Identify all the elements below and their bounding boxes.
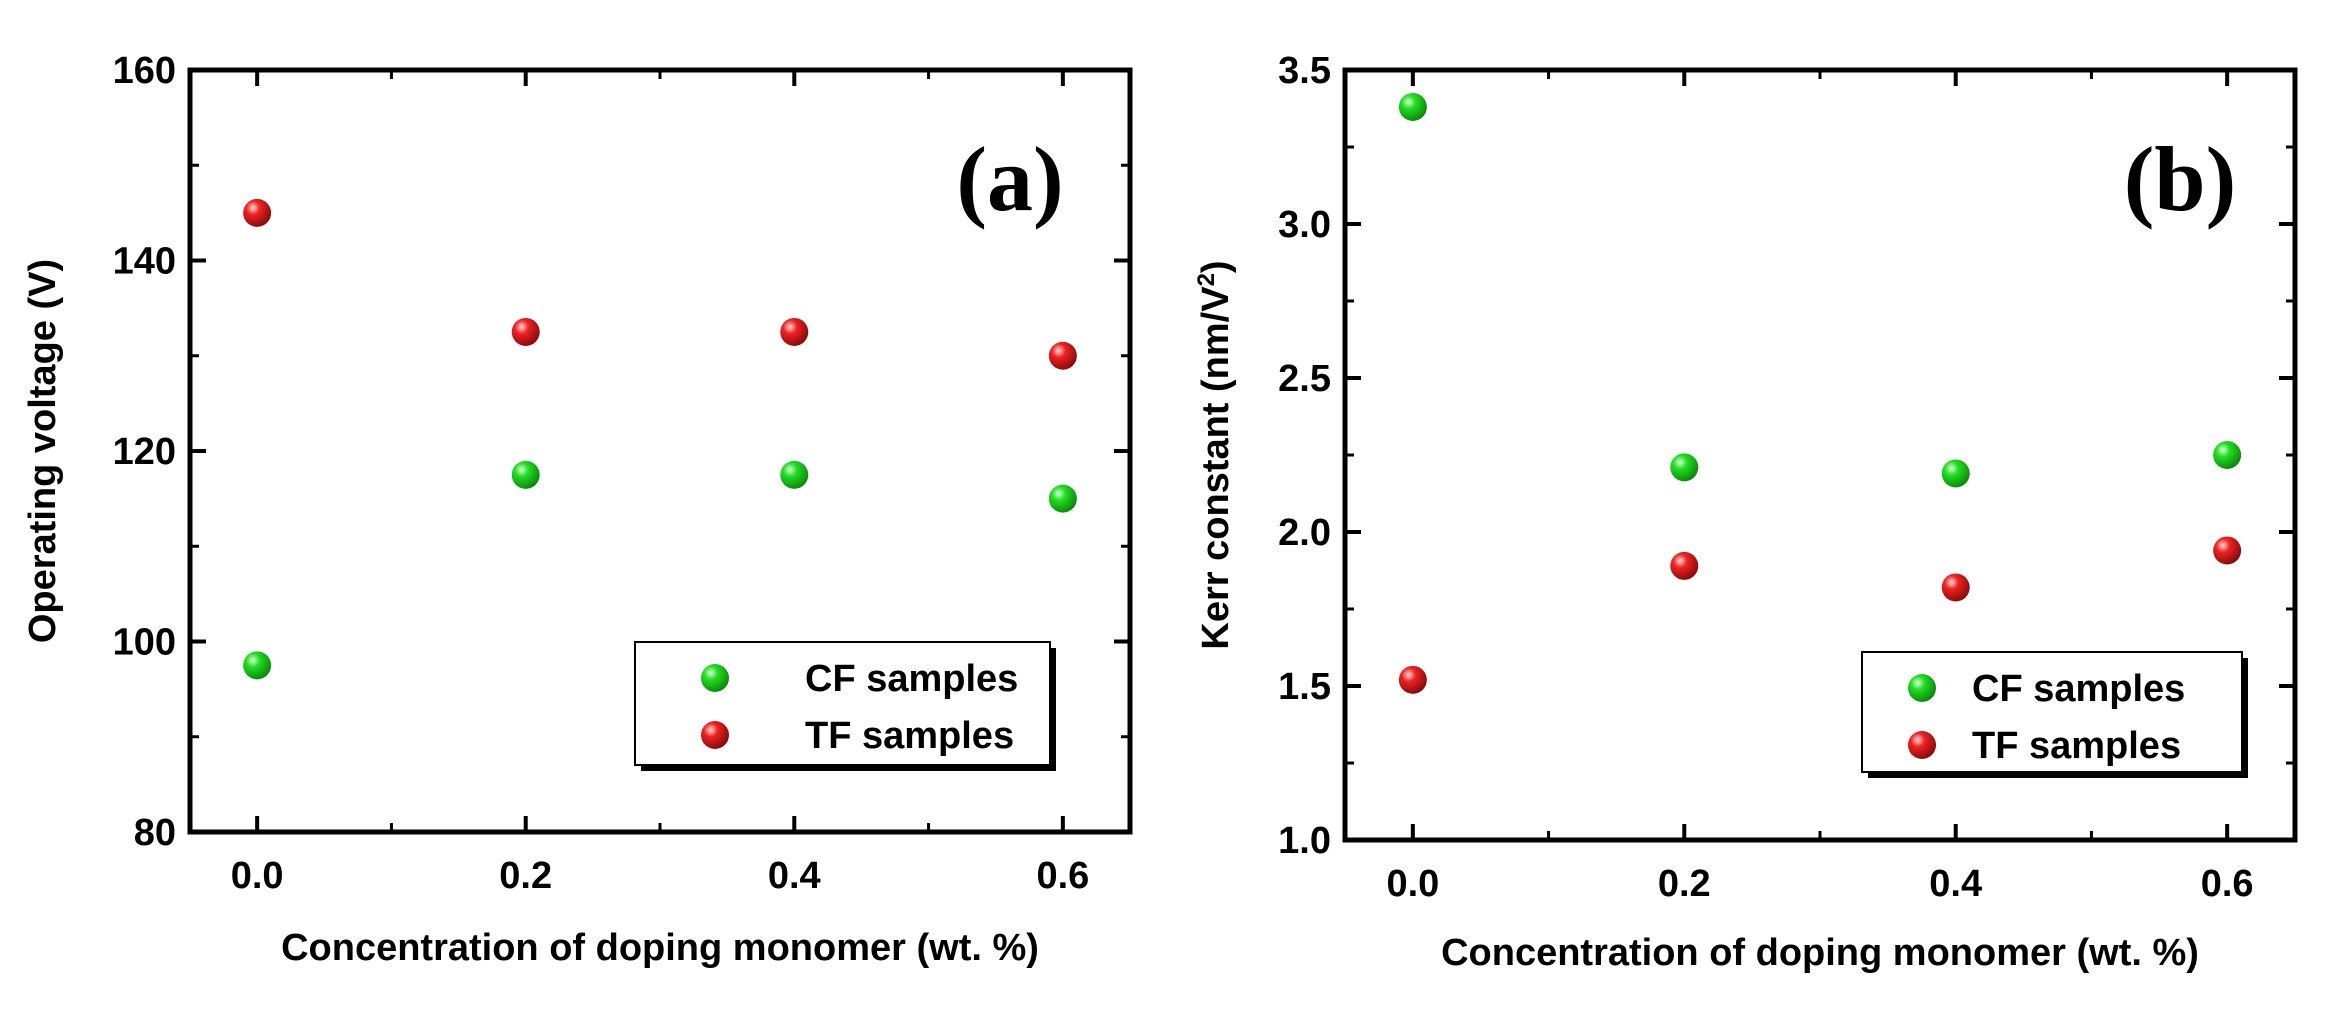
y-tick-label-b: 3.5 — [1278, 50, 1331, 92]
data-point-cf-b — [2213, 441, 2242, 469]
legend-marker-cf-b — [1908, 674, 1936, 702]
chart-panel-a: 0.0 0.2 0.4 0.6 80 100 120 140 160 Concentration … — [22, 50, 1133, 969]
x-tick-label-a: 0.0 — [231, 855, 284, 897]
data-point-cf-b — [1398, 92, 1427, 121]
y-axis-label-text-b: Kerr constant (nm/V — [1195, 286, 1237, 650]
panel-label-a: (a) — [956, 128, 1063, 230]
legend-a: CF samples TF samples — [634, 641, 1056, 771]
data-point-tf-a — [780, 317, 809, 346]
data-point-tf-a — [243, 198, 272, 227]
legend-label-tf-b: TF samples — [1972, 725, 2181, 767]
legend-marker-tf-a — [701, 721, 729, 749]
data-point-cf-a — [511, 460, 540, 489]
x-tick-label-b: 0.4 — [1929, 863, 1982, 905]
data-point-cf-a — [243, 651, 272, 680]
data-point-tf-b — [1941, 573, 1970, 602]
data-point-cf-a — [1048, 484, 1077, 513]
x-tick-label-a: 0.6 — [1036, 855, 1089, 897]
legend-marker-cf-a — [701, 664, 729, 692]
y-tick-label-a: 140 — [113, 241, 176, 283]
y-tick-label-a: 160 — [113, 50, 176, 92]
y-axis-label-b: Kerr constant (nm/V2) — [1193, 260, 1237, 649]
data-point-cf-b — [1941, 459, 1970, 488]
data-point-tf-b — [1670, 551, 1699, 580]
chart-panel-b: 0.0 0.2 0.4 0.6 1.0 1.5 2.0 2.5 3.0 3.5 Concentrat… — [1193, 50, 2298, 974]
x-tick-label-b: 0.2 — [1658, 863, 1711, 905]
x-axis-label-b: Concentration of doping monomer (wt. %) — [1441, 932, 2199, 974]
y-tick-label-b: 1.0 — [1278, 820, 1331, 862]
panel-label-b: (b) — [2124, 128, 2236, 230]
data-point-tf-a — [511, 317, 540, 346]
x-axis-label-a: Concentration of doping monomer (wt. %) — [281, 927, 1039, 969]
y-axis-label-sup-b: 2 — [1193, 273, 1220, 286]
x-tick-label-b: 0.6 — [2201, 863, 2254, 905]
data-point-tf-b — [2213, 536, 2242, 565]
legend-label-cf-a: CF samples — [805, 658, 1018, 700]
legend-box-a — [634, 641, 1051, 766]
data-point-tf-a — [1048, 341, 1077, 370]
data-point-cf-b — [1670, 453, 1699, 482]
y-tick-label-b: 2.0 — [1278, 512, 1331, 554]
legend-b: CF samples TF samples — [1861, 651, 2248, 778]
legend-label-cf-b: CF samples — [1972, 668, 2185, 710]
y-tick-label-a: 120 — [113, 431, 176, 473]
y-tick-label-b: 1.5 — [1278, 666, 1331, 708]
legend-marker-tf-b — [1908, 731, 1936, 759]
y-axis-label-end-b: ) — [1195, 260, 1237, 273]
x-tick-label-b: 0.0 — [1386, 863, 1439, 905]
x-tick-label-a: 0.2 — [499, 855, 552, 897]
y-tick-label-a: 100 — [113, 622, 176, 664]
legend-label-tf-a: TF samples — [805, 715, 1014, 757]
y-axis-label-a: Operating voltage (V) — [22, 259, 64, 643]
y-axis-label-text-a: Operating voltage (V) — [22, 259, 64, 643]
y-tick-label-a: 80 — [134, 812, 176, 854]
y-tick-label-b: 3.0 — [1278, 204, 1331, 246]
y-tick-label-b: 2.5 — [1278, 358, 1331, 400]
data-point-cf-a — [780, 460, 809, 489]
x-tick-label-a: 0.4 — [768, 855, 821, 897]
data-point-tf-b — [1398, 665, 1427, 694]
